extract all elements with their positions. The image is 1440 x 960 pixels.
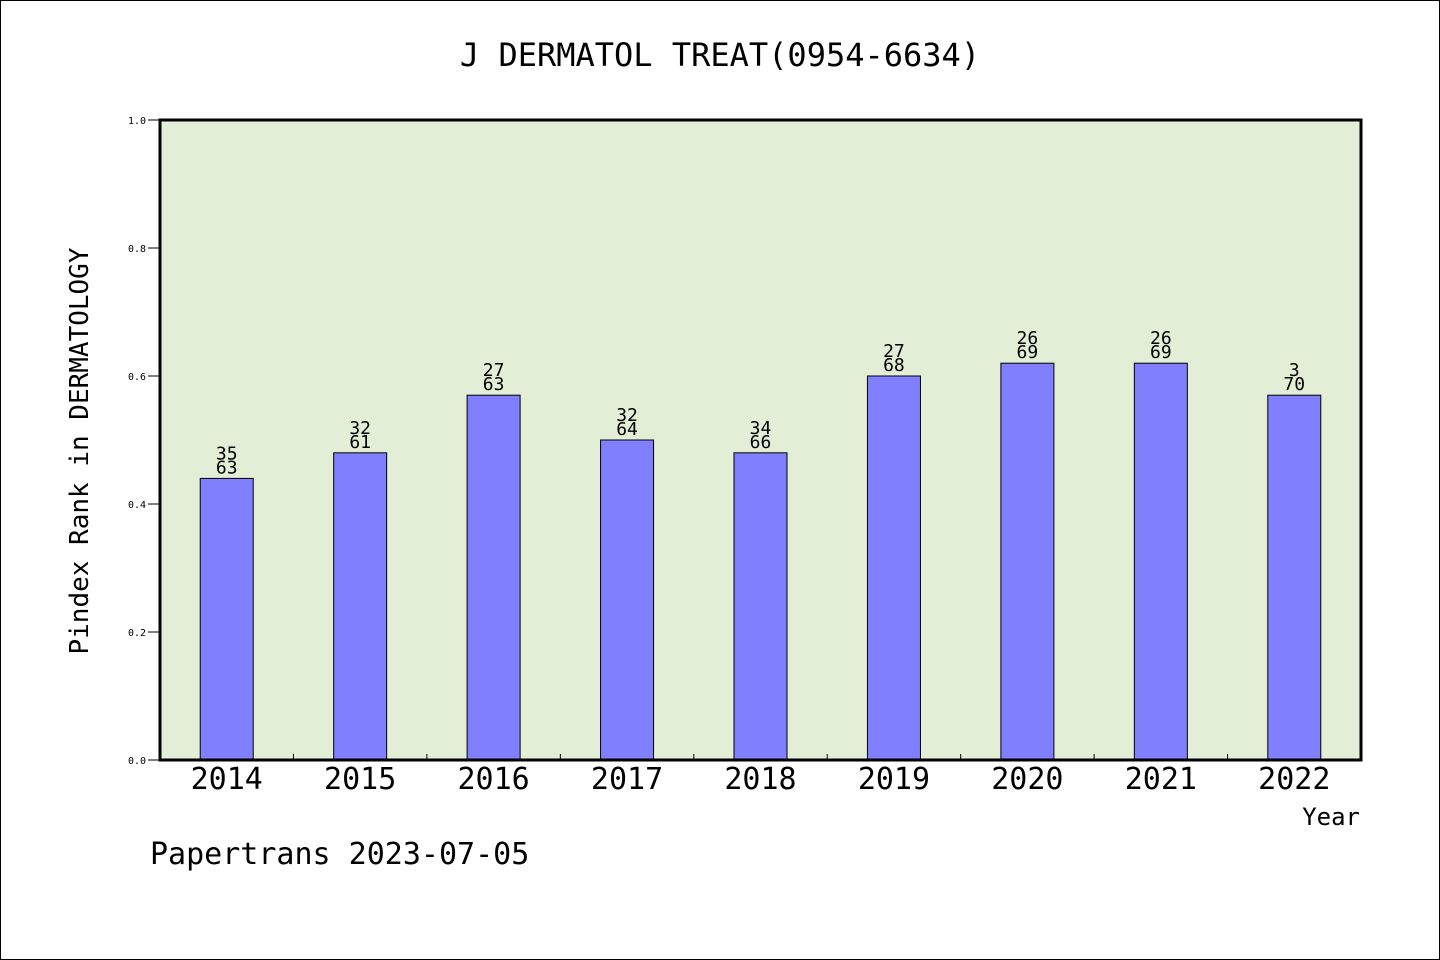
y-axis-title: Pindex Rank in DERMATOLOGY	[65, 247, 95, 654]
bar-total-label: 66	[750, 432, 772, 453]
bar-total-label: 61	[349, 432, 371, 453]
bar-rank-label: 27	[483, 360, 505, 381]
x-axis-title: Year	[1302, 803, 1360, 831]
bar	[1133, 362, 1188, 761]
x-tick-label: 2019	[858, 762, 930, 797]
bar-total-label: 64	[616, 419, 638, 440]
bar-rank-label: 32	[616, 405, 638, 426]
bar-rank-label: 26	[1017, 328, 1039, 349]
bar	[866, 375, 921, 761]
x-tick-label: 2015	[324, 762, 396, 797]
x-tick-label: 2022	[1258, 762, 1330, 797]
chart-title: J DERMATOL TREAT(0954-6634)	[460, 36, 980, 74]
x-tick-label: 2017	[591, 762, 663, 797]
bar-total-label: 70	[1283, 374, 1305, 395]
y-tick-label: 0.2	[128, 628, 146, 639]
plot-border	[158, 118, 1363, 762]
x-tick-label: 2016	[457, 762, 529, 797]
bar	[733, 452, 788, 761]
bar-rank-label: 26	[1150, 328, 1172, 349]
bar-rank-label: 27	[883, 341, 905, 362]
bar-total-label: 69	[1017, 342, 1039, 363]
y-tick-label: 1.0	[128, 116, 146, 127]
bars	[199, 362, 1322, 761]
y-tick-label: 0.6	[128, 372, 146, 383]
bar-total-label: 63	[216, 457, 238, 478]
bar	[199, 477, 254, 761]
x-tick-label: 2018	[724, 762, 796, 797]
y-axis: 0.0 0.2 0.4 0.6 0.8 1.0	[128, 116, 160, 767]
y-tick-label: 0.4	[128, 500, 146, 511]
bar	[466, 394, 521, 761]
x-tick-label: 2014	[191, 762, 263, 797]
bar	[333, 452, 388, 761]
y-tick-label: 0.8	[128, 244, 146, 255]
bar	[1000, 362, 1055, 761]
bar-total-label: 69	[1150, 342, 1172, 363]
bar-total-label: 68	[883, 355, 905, 376]
bar-rank-label: 32	[349, 418, 371, 439]
bar	[1267, 394, 1322, 761]
x-tick-label: 2020	[991, 762, 1063, 797]
x-axis: 2014 2015 2016 2017 2018 2019 2020 2021 2022	[191, 754, 1330, 797]
bar-total-label: 63	[483, 374, 505, 395]
y-tick-label: 0.0	[128, 756, 146, 767]
bar-rank-label: 35	[216, 443, 238, 464]
bar-rank-label: 3	[1289, 360, 1300, 381]
x-tick-label: 2021	[1125, 762, 1197, 797]
bar	[600, 439, 655, 761]
bar-rank-label: 34	[750, 418, 772, 439]
footer-text: Papertrans 2023-07-05	[150, 837, 529, 872]
